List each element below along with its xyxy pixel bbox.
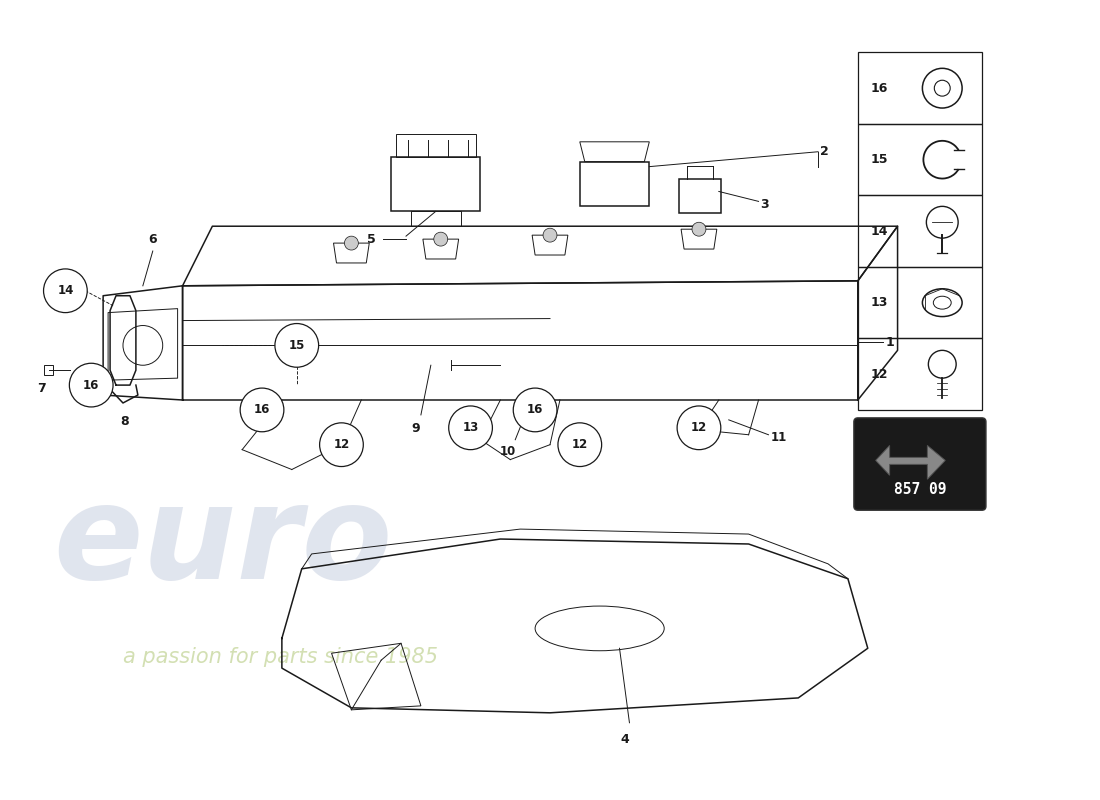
- Text: 11: 11: [770, 431, 786, 444]
- Text: 14: 14: [871, 225, 889, 238]
- Circle shape: [320, 423, 363, 466]
- Circle shape: [275, 323, 319, 367]
- Text: 15: 15: [871, 153, 889, 166]
- Text: 14: 14: [57, 284, 74, 298]
- Text: 10: 10: [500, 445, 516, 458]
- Text: 16: 16: [82, 378, 99, 392]
- Text: 8: 8: [121, 415, 130, 428]
- Circle shape: [240, 388, 284, 432]
- Text: 3: 3: [760, 198, 769, 211]
- Text: 12: 12: [691, 422, 707, 434]
- Text: 12: 12: [871, 368, 889, 381]
- Text: 12: 12: [572, 438, 587, 451]
- Text: 6: 6: [148, 233, 157, 246]
- Polygon shape: [876, 446, 945, 479]
- Text: 15: 15: [288, 339, 305, 352]
- Circle shape: [449, 406, 493, 450]
- Text: 857 09: 857 09: [893, 482, 946, 497]
- Circle shape: [678, 406, 721, 450]
- Circle shape: [558, 423, 602, 466]
- Text: 13: 13: [462, 422, 478, 434]
- Text: 4: 4: [620, 733, 629, 746]
- Text: 1: 1: [886, 336, 894, 349]
- Circle shape: [514, 388, 557, 432]
- Circle shape: [44, 269, 87, 313]
- Text: 13: 13: [871, 296, 888, 309]
- Text: 2: 2: [821, 146, 829, 158]
- FancyBboxPatch shape: [854, 418, 986, 510]
- Text: euro: euro: [54, 478, 393, 606]
- Circle shape: [692, 222, 706, 236]
- Text: 16: 16: [871, 82, 888, 94]
- Circle shape: [543, 228, 557, 242]
- Text: 9: 9: [411, 422, 420, 435]
- Text: 16: 16: [527, 403, 543, 417]
- Text: 5: 5: [367, 233, 375, 246]
- Text: 16: 16: [254, 403, 271, 417]
- Circle shape: [344, 236, 359, 250]
- Text: 7: 7: [37, 382, 46, 394]
- Circle shape: [69, 363, 113, 407]
- Text: 12: 12: [333, 438, 350, 451]
- Text: a passion for parts since 1985: a passion for parts since 1985: [123, 647, 438, 667]
- Circle shape: [433, 232, 448, 246]
